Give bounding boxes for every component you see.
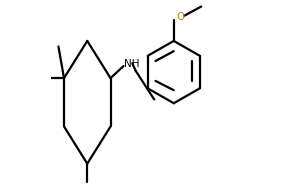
Text: NH: NH [124,59,140,69]
Text: O: O [176,12,184,22]
